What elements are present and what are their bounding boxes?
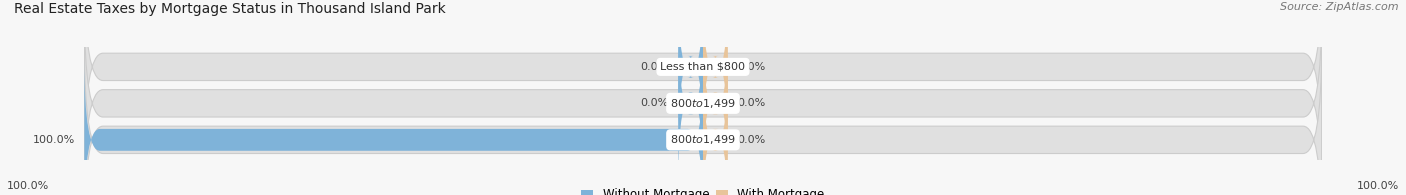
Text: 100.0%: 100.0% [32, 135, 75, 145]
Text: Less than $800: Less than $800 [661, 62, 745, 72]
FancyBboxPatch shape [703, 59, 728, 195]
Text: 0.0%: 0.0% [641, 62, 669, 72]
FancyBboxPatch shape [84, 59, 703, 195]
Text: $800 to $1,499: $800 to $1,499 [671, 133, 735, 146]
Text: 0.0%: 0.0% [737, 98, 765, 108]
FancyBboxPatch shape [678, 23, 703, 184]
FancyBboxPatch shape [703, 23, 728, 184]
FancyBboxPatch shape [703, 0, 728, 147]
Text: Real Estate Taxes by Mortgage Status in Thousand Island Park: Real Estate Taxes by Mortgage Status in … [14, 2, 446, 16]
Legend: Without Mortgage, With Mortgage: Without Mortgage, With Mortgage [581, 189, 825, 195]
FancyBboxPatch shape [84, 0, 1322, 163]
FancyBboxPatch shape [678, 0, 703, 147]
Text: 100.0%: 100.0% [7, 181, 49, 191]
Text: 0.0%: 0.0% [641, 98, 669, 108]
Text: 0.0%: 0.0% [737, 135, 765, 145]
FancyBboxPatch shape [84, 44, 1322, 195]
Text: $800 to $1,499: $800 to $1,499 [671, 97, 735, 110]
Text: Source: ZipAtlas.com: Source: ZipAtlas.com [1281, 2, 1399, 12]
Text: 100.0%: 100.0% [1357, 181, 1399, 191]
FancyBboxPatch shape [84, 8, 1322, 195]
Text: 0.0%: 0.0% [737, 62, 765, 72]
